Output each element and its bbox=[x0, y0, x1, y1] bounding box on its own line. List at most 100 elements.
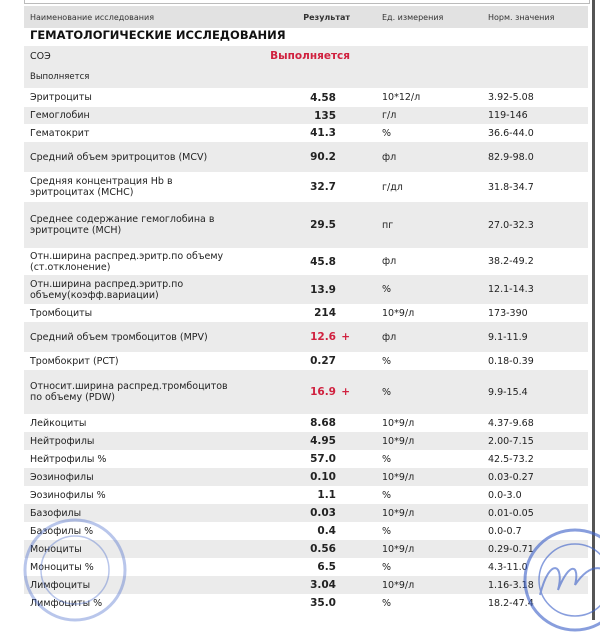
test-unit: % bbox=[382, 525, 392, 537]
section-title: ГЕМАТОЛОГИЧЕСКИЕ ИССЛЕДОВАНИЯ bbox=[30, 28, 286, 42]
test-unit: фл bbox=[382, 256, 397, 267]
test-name: Базофилы bbox=[30, 507, 82, 519]
test-norm: 4.37-9.68 bbox=[488, 417, 534, 429]
test-unit: % bbox=[382, 597, 392, 609]
test-unit: г/л bbox=[382, 110, 397, 121]
test-unit: 10*9/л bbox=[382, 579, 415, 591]
test-norm: 27.0-32.3 bbox=[488, 219, 534, 231]
result-value: 32.7 bbox=[310, 181, 336, 193]
result-value: 8.68 bbox=[310, 417, 336, 429]
test-name: Эозинофилы % bbox=[30, 489, 106, 501]
test-status: Выполняется bbox=[270, 50, 350, 62]
table-row: Эритроциты 4.58 10*12/л 3.92-5.08 bbox=[24, 88, 588, 107]
test-unit: г/дл bbox=[382, 181, 403, 193]
result-value: 29.5 bbox=[310, 219, 336, 231]
result-value: 0.27 bbox=[310, 355, 336, 367]
test-name: Среднее содержание гемоглобина в эритроц… bbox=[30, 214, 215, 236]
table-row: Среднее содержание гемоглобина в эритроц… bbox=[24, 202, 588, 248]
test-unit: 10*9/л bbox=[382, 435, 415, 447]
test-name: Гематокрит bbox=[30, 127, 90, 139]
test-result: 0.03 bbox=[230, 507, 350, 519]
test-result: 57.0 bbox=[230, 453, 350, 465]
table-row-note: Выполняется bbox=[24, 66, 588, 88]
test-unit: фл bbox=[382, 331, 397, 343]
test-norm: 31.8-34.7 bbox=[488, 181, 534, 193]
test-name: Средний объем тромбоцитов (MPV) bbox=[30, 331, 208, 343]
table-row: Нейтрофилы 4.95 10*9/л 2.00-7.15 bbox=[24, 432, 588, 450]
test-norm: 2.00-7.15 bbox=[488, 435, 534, 447]
test-norm: 0.03-0.27 bbox=[488, 471, 534, 483]
table-row: Нейтрофилы % 57.0 % 42.5-73.2 bbox=[24, 450, 588, 468]
test-norm: 9.1-11.9 bbox=[488, 331, 528, 343]
test-result: 13.9 bbox=[230, 284, 350, 296]
test-unit: 10*9/л bbox=[382, 507, 415, 519]
test-result: 6.5 bbox=[230, 561, 350, 573]
test-name: Средний объем эритроцитов (MCV) bbox=[30, 151, 208, 163]
table-row: Относит.ширина распред.тромбоцитов по об… bbox=[24, 370, 588, 414]
result-value: 3.04 bbox=[310, 579, 336, 591]
abnormal-flag: + bbox=[341, 331, 350, 343]
header-name: Наименование исследования bbox=[30, 12, 155, 22]
test-norm: 82.9-98.0 bbox=[488, 151, 534, 163]
test-name: СОЭ bbox=[30, 50, 51, 62]
table-row: Лимфоциты % 35.0 % 18.2-47.4 bbox=[24, 594, 588, 612]
test-result: 35.0 bbox=[230, 597, 350, 609]
test-norm: 0.29-0.71 bbox=[488, 543, 534, 555]
table-row: Отн.ширина распред.эритр.по объему (ст.о… bbox=[24, 248, 588, 275]
test-norm: 42.5-73.2 bbox=[488, 453, 534, 465]
test-result: 4.58 bbox=[230, 92, 350, 104]
test-name: Нейтрофилы % bbox=[30, 453, 107, 465]
result-value: 4.95 bbox=[310, 435, 336, 447]
result-value: 0.56 bbox=[310, 543, 336, 555]
abnormal-flag: + bbox=[341, 386, 350, 398]
table-row: Отн.ширина распред.эритр.по объему(коэфф… bbox=[24, 275, 588, 304]
test-result: 214 bbox=[230, 307, 350, 319]
test-unit: % bbox=[382, 386, 392, 398]
test-norm: 38.2-49.2 bbox=[488, 256, 534, 267]
test-name: Отн.ширина распред.эритр.по объему(коэфф… bbox=[30, 278, 184, 301]
table-row: Средний объем эритроцитов (MCV) 90.2 фл … bbox=[24, 142, 588, 172]
test-name: Гемоглобин bbox=[30, 110, 90, 121]
test-result: 29.5 bbox=[230, 219, 350, 231]
result-value: 57.0 bbox=[310, 453, 336, 465]
test-name: Тромбокрит (PCT) bbox=[30, 355, 119, 367]
test-result: 3.04 bbox=[230, 579, 350, 591]
test-name: Тромбоциты bbox=[30, 307, 93, 319]
test-result: 4.95 bbox=[230, 435, 350, 447]
table-row: Базофилы 0.03 10*9/л 0.01-0.05 bbox=[24, 504, 588, 522]
test-unit: % bbox=[382, 489, 392, 501]
table-row: Моноциты % 6.5 % 4.3-11.0 bbox=[24, 558, 588, 576]
table-row: Средняя концентрация Hb в эритроцитах (M… bbox=[24, 172, 588, 202]
test-unit: 10*9/л bbox=[382, 471, 415, 483]
test-name: Эритроциты bbox=[30, 92, 92, 103]
scrollbar[interactable] bbox=[592, 0, 595, 620]
result-value: 41.3 bbox=[310, 127, 336, 139]
result-value: 1.1 bbox=[317, 489, 336, 501]
test-result: 8.68 bbox=[230, 417, 350, 429]
test-unit: % bbox=[382, 355, 392, 367]
table-row: Эозинофилы 0.10 10*9/л 0.03-0.27 bbox=[24, 468, 588, 486]
table-row: Эозинофилы % 1.1 % 0.0-3.0 bbox=[24, 486, 588, 504]
test-norm: 18.2-47.4 bbox=[488, 597, 534, 609]
test-result: 1.1 bbox=[230, 489, 350, 501]
table-row: Лимфоциты 3.04 10*9/л 1.16-3.18 bbox=[24, 576, 588, 594]
test-result: 32.7 bbox=[230, 181, 350, 193]
result-value: 90.2 bbox=[310, 151, 336, 163]
table-row: Тромбокрит (PCT) 0.27 % 0.18-0.39 bbox=[24, 352, 588, 370]
test-norm: 119-146 bbox=[488, 110, 528, 121]
result-value: 135 bbox=[314, 109, 336, 122]
table-row: Лейкоциты 8.68 10*9/л 4.37-9.68 bbox=[24, 414, 588, 432]
test-norm: 3.92-5.08 bbox=[488, 92, 534, 103]
test-result: 41.3 bbox=[230, 127, 350, 139]
table-row: Моноциты 0.56 10*9/л 0.29-0.71 bbox=[24, 540, 588, 558]
test-unit: % bbox=[382, 284, 392, 295]
test-name: Лимфоциты bbox=[30, 579, 91, 591]
test-result: 45.8 bbox=[230, 256, 350, 268]
result-value: 0.10 bbox=[310, 471, 336, 483]
test-name: Лимфоциты % bbox=[30, 597, 103, 609]
test-name: Эозинофилы bbox=[30, 471, 94, 483]
test-norm: 0.01-0.05 bbox=[488, 507, 534, 519]
result-value: 16.9 bbox=[310, 386, 336, 398]
table-row-soe: СОЭ Выполняется bbox=[24, 46, 588, 66]
result-value: 12.6 bbox=[310, 331, 336, 343]
